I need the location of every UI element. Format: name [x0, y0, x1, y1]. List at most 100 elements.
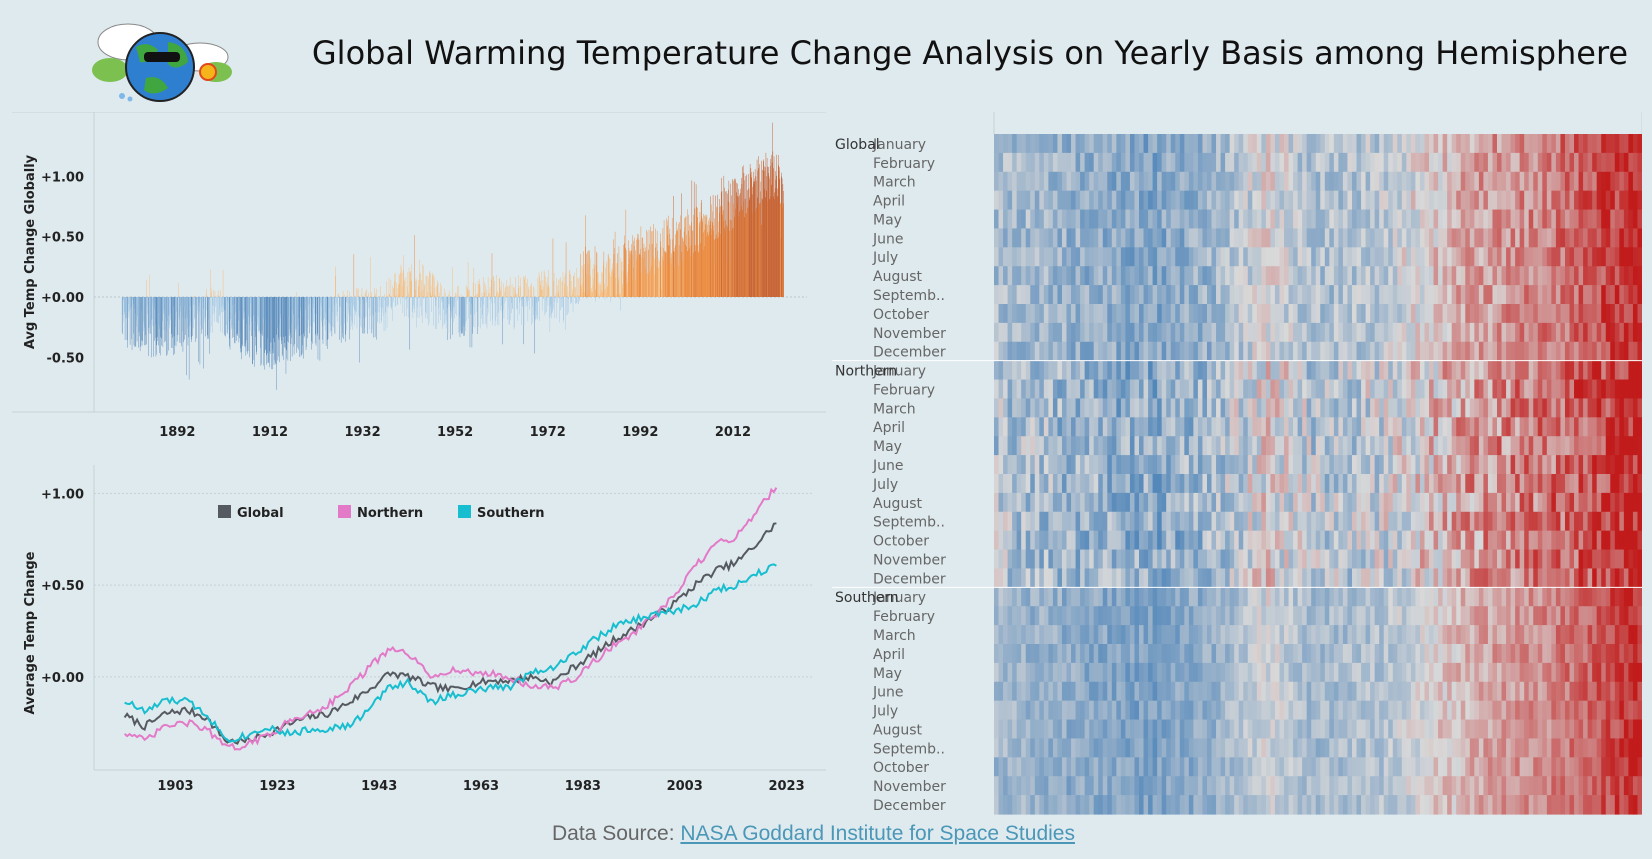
- heatmap-cell: [1270, 549, 1276, 570]
- heatmap-cell: [1415, 492, 1421, 513]
- heatmap-cell: [1510, 209, 1516, 230]
- heatmap-cell: [1492, 322, 1498, 343]
- heatmap-cell: [1206, 474, 1213, 494]
- heatmap-cell: [1170, 549, 1176, 570]
- heatmap-cell: [1206, 228, 1213, 248]
- heatmap-cell: [1614, 190, 1620, 211]
- heatmap-cell: [1492, 304, 1498, 324]
- heatmap-cell: [1021, 398, 1027, 418]
- heatmap-cell: [1157, 530, 1163, 551]
- heatmap-cell: [1089, 134, 1095, 154]
- heatmap-cell: [1506, 228, 1512, 248]
- heatmap-cell: [1492, 436, 1498, 456]
- heatmap-cell: [1619, 379, 1625, 400]
- heatmap-cell: [1469, 511, 1475, 532]
- heatmap-cell: [1030, 341, 1036, 362]
- heatmap-cell: [1483, 171, 1489, 192]
- heatmap-cell: [1098, 549, 1104, 570]
- heatmap-cell: [1152, 474, 1158, 494]
- heatmap-cell: [1252, 247, 1258, 267]
- heatmap-cell: [1297, 134, 1303, 154]
- heatmap-cell: [1129, 417, 1136, 437]
- heatmap-cell: [1506, 398, 1512, 418]
- heatmap-cell: [1052, 436, 1059, 456]
- heatmap-cell: [1012, 360, 1018, 381]
- heatmap-cell: [1637, 190, 1642, 211]
- heatmap-cell: [1297, 511, 1303, 532]
- heatmap-cell: [998, 511, 1004, 532]
- heatmap-cell: [1234, 379, 1240, 400]
- heatmap-cell: [1048, 549, 1054, 570]
- heatmap-cell: [1483, 209, 1489, 230]
- heatmap-cell: [1220, 474, 1226, 494]
- heatmap-cell: [1460, 266, 1466, 286]
- bar-chart-x-tick-label: 2012: [715, 425, 751, 440]
- heatmap-cell: [1111, 285, 1117, 305]
- heatmap-cell: [1519, 322, 1525, 343]
- heatmap-cell: [1438, 341, 1444, 362]
- heatmap-cell: [1483, 455, 1489, 475]
- heatmap-cell: [1392, 209, 1398, 230]
- heatmap-cell: [1034, 549, 1040, 570]
- heatmap-cell: [1120, 247, 1127, 267]
- heatmap-cell: [1071, 171, 1077, 192]
- heatmap-cell: [1361, 134, 1367, 154]
- heatmap-cell: [1270, 511, 1276, 532]
- heatmap-cell: [1293, 247, 1299, 267]
- heatmap-cell: [1542, 474, 1548, 494]
- line-chart-y-axis-label: Average Temp Change: [23, 551, 38, 714]
- heatmap-cell: [1442, 474, 1448, 494]
- heatmap-cell: [1610, 171, 1616, 192]
- heatmap-cell: [1333, 549, 1339, 570]
- heatmap-cell: [1148, 530, 1154, 551]
- heatmap-cell: [1279, 530, 1285, 551]
- heatmap-cell: [1175, 417, 1181, 437]
- heatmap-cell: [1379, 492, 1385, 513]
- heatmap-cell: [1542, 530, 1548, 551]
- heatmap-cell: [1374, 341, 1380, 362]
- heatmap-cell: [1347, 228, 1353, 248]
- heatmap-cell: [1347, 417, 1353, 437]
- heatmap-cell: [1456, 436, 1462, 456]
- heatmap-cell: [1288, 266, 1294, 286]
- heatmap-cell: [1424, 228, 1430, 248]
- heatmap-cell: [1057, 436, 1063, 456]
- heatmap-cell: [1184, 492, 1190, 513]
- heatmap-cell: [1342, 266, 1349, 286]
- heatmap-cell: [1293, 152, 1299, 173]
- heatmap-cell: [1510, 436, 1516, 456]
- heatmap-cell: [1243, 474, 1249, 494]
- heatmap-cell: [1216, 455, 1222, 475]
- heatmap-cell: [1474, 492, 1480, 513]
- heatmap-cell: [1546, 341, 1552, 362]
- heatmap-cell: [1107, 549, 1113, 570]
- heatmap-cell: [1012, 134, 1018, 154]
- heatmap-cell: [1297, 171, 1303, 192]
- heatmap-cell: [1084, 341, 1090, 362]
- heatmap-cell: [1356, 511, 1362, 532]
- heatmap-cell: [1555, 285, 1562, 305]
- heatmap-cell: [1134, 266, 1140, 286]
- heatmap-cell: [1089, 417, 1095, 437]
- heatmap-cell: [1179, 379, 1185, 400]
- heatmap-cell: [1161, 304, 1167, 324]
- heatmap-cell: [1247, 549, 1253, 570]
- heatmap-cell: [1075, 530, 1081, 551]
- heatmap-cell: [1102, 436, 1108, 456]
- heatmap-cell: [1465, 341, 1471, 362]
- heatmap-cell: [1351, 379, 1358, 400]
- heatmap-cell: [1315, 190, 1321, 211]
- heatmap-cell: [1066, 398, 1072, 418]
- heatmap-cell: [1157, 247, 1163, 267]
- heatmap-cell: [1098, 474, 1104, 494]
- heatmap-cell: [1388, 304, 1394, 324]
- heatmap-cell: [1551, 360, 1557, 381]
- heatmap-cell: [1361, 247, 1367, 267]
- heatmap-cell: [1524, 417, 1530, 437]
- heatmap-cell: [1052, 209, 1059, 230]
- heatmap-cell: [1039, 398, 1045, 418]
- heatmap-cell: [1401, 474, 1407, 494]
- heatmap-cell: [1342, 511, 1349, 532]
- heatmap-cell: [1220, 341, 1226, 362]
- heatmap-cell: [1071, 360, 1077, 381]
